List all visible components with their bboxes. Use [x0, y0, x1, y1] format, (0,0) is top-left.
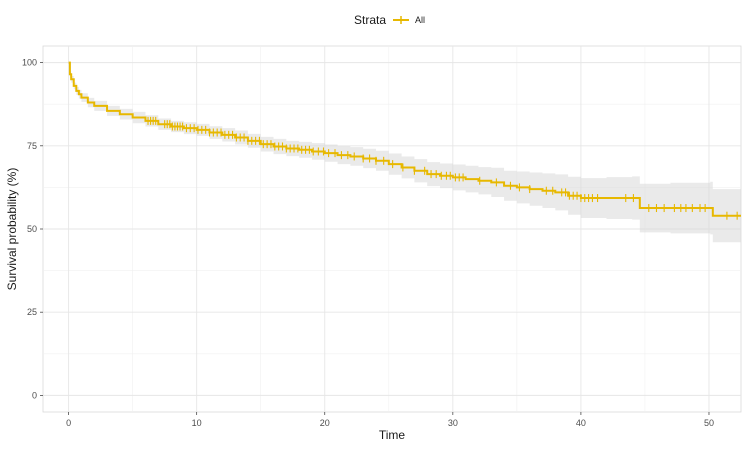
x-tick-label: 20: [320, 418, 330, 428]
legend-title: Strata: [354, 13, 386, 27]
y-tick-label: 25: [27, 307, 37, 317]
y-tick-label: 50: [27, 224, 37, 234]
y-tick-label: 0: [32, 390, 37, 400]
y-tick-label: 75: [27, 141, 37, 151]
censor-marks: [147, 116, 738, 220]
legend-key-all: [393, 16, 409, 24]
legend: Strata All: [354, 13, 425, 27]
x-tick-label: 40: [576, 418, 586, 428]
x-tick-label: 0: [66, 418, 71, 428]
y-axis-ticks: 0 25 50 75 100: [22, 58, 43, 400]
x-tick-label: 30: [448, 418, 458, 428]
y-tick-label: 100: [22, 58, 37, 68]
legend-label-all: All: [415, 15, 425, 25]
x-axis-title: Time: [379, 428, 406, 442]
x-tick-label: 10: [192, 418, 202, 428]
x-axis-ticks: 0 10 20 30 40 50: [66, 412, 714, 428]
y-axis-title: Survival probability (%): [5, 168, 19, 291]
major-gridlines: [43, 46, 741, 412]
x-tick-label: 50: [704, 418, 714, 428]
minor-gridlines: [43, 46, 741, 412]
